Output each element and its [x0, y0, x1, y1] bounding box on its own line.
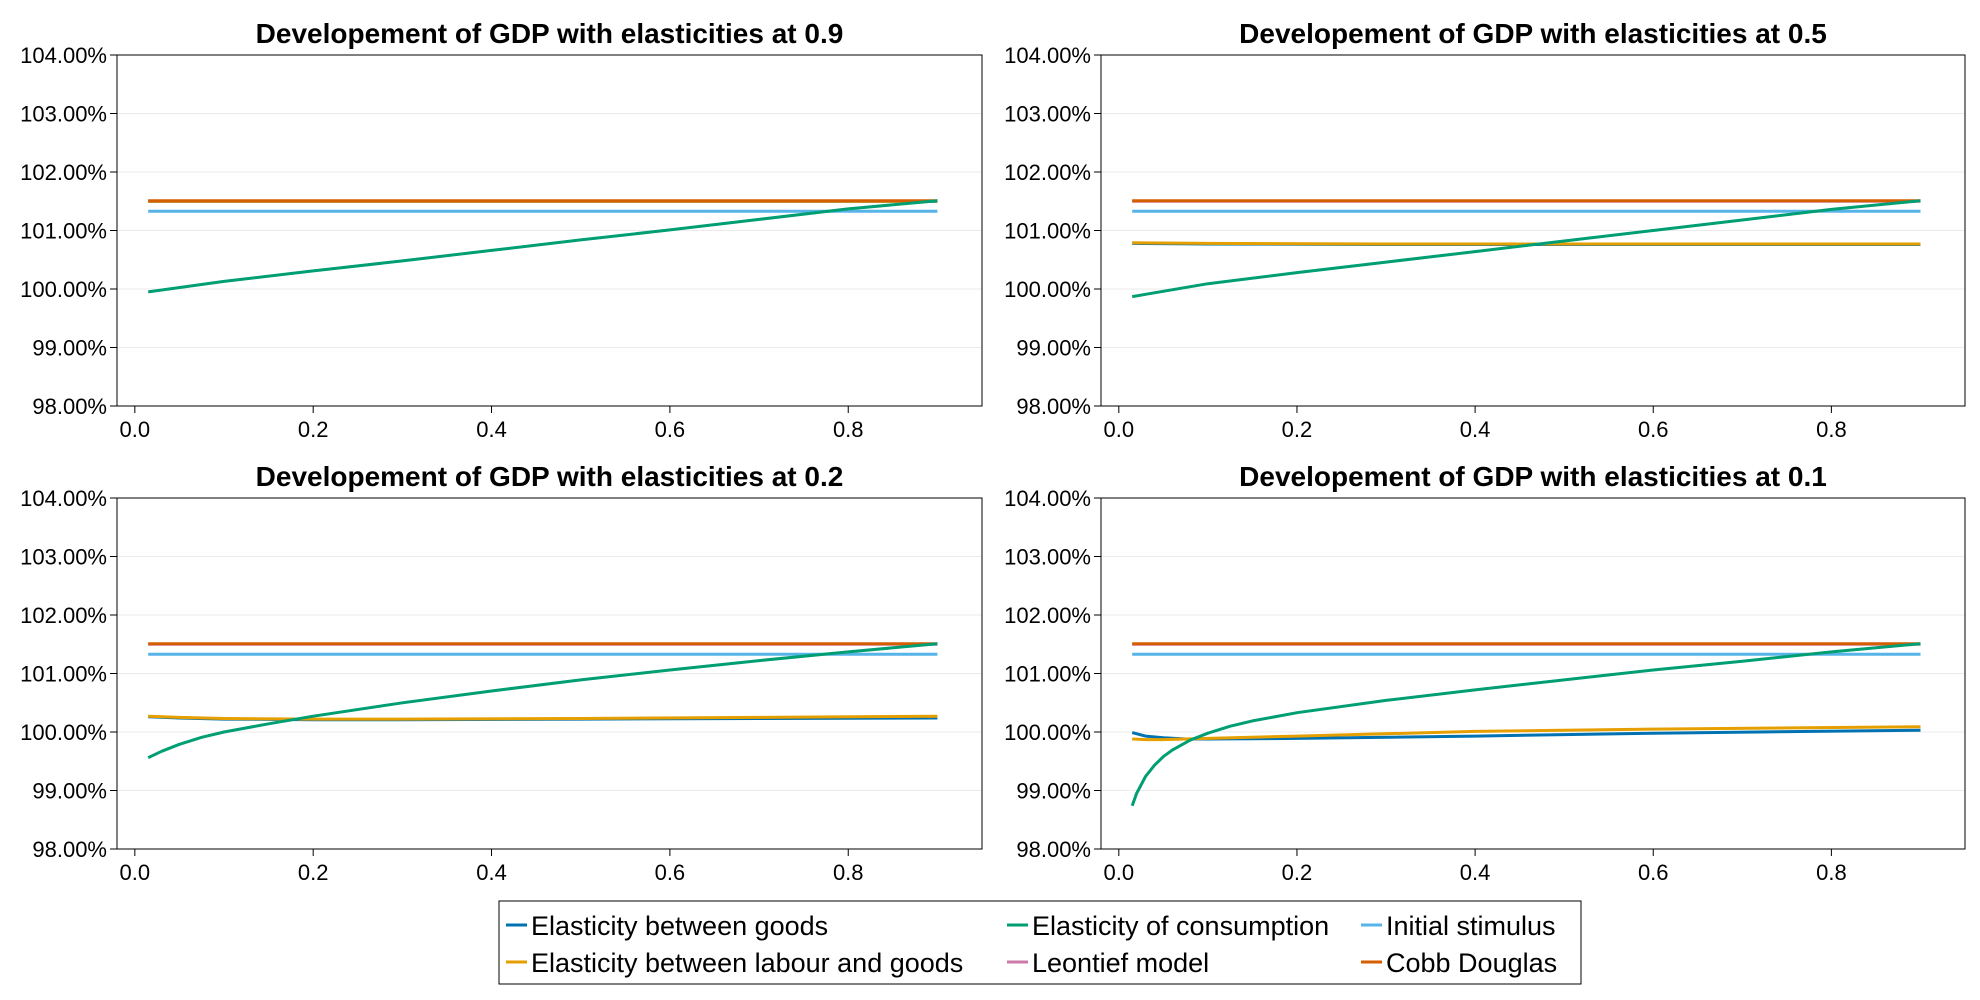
y-tick-label: 99.00% [1016, 779, 1091, 804]
plot-frame [1100, 497, 1966, 850]
plot-frame [1100, 54, 1966, 407]
x-tick-label: 0.2 [1282, 860, 1313, 885]
y-tick-label: 104.00% [20, 43, 107, 68]
series-line-elasticity-between-labour-and-goods [148, 714, 938, 721]
y-tick-label: 102.00% [20, 160, 107, 185]
series-line-elasticity-of-consumption [147, 199, 938, 294]
chart-title: Developement of GDP with elasticities at… [1239, 461, 1827, 492]
y-tick-label: 100.00% [20, 720, 107, 745]
x-tick-label: 0.2 [298, 860, 329, 885]
series-line-elasticity-between-labour-and-goods [1132, 725, 1921, 742]
y-tick-label: 99.00% [32, 336, 107, 361]
x-tick-label: 0.4 [1460, 417, 1491, 442]
x-tick-label: 0.8 [1816, 860, 1847, 885]
y-tick-label: 99.00% [32, 779, 107, 804]
y-tick-label: 98.00% [1016, 837, 1091, 862]
y-tick-label: 101.00% [20, 662, 107, 687]
y-tick-label: 98.00% [32, 394, 107, 419]
legend-label: Elasticity of consumption [1032, 911, 1329, 941]
y-tick-label: 98.00% [32, 837, 107, 862]
x-tick-label: 0.0 [1104, 417, 1135, 442]
chart-panel: Developement of GDP with elasticities at… [20, 18, 983, 442]
x-tick-label: 0.0 [120, 860, 151, 885]
chart-panel: Developement of GDP with elasticities at… [1004, 18, 1966, 442]
plot-frame [116, 497, 983, 850]
x-tick-label: 0.4 [476, 417, 507, 442]
series-line-elasticity-of-consumption [1131, 199, 1921, 299]
series-line-elasticity-of-consumption [1130, 642, 1921, 807]
legend-label: Leontief model [1032, 948, 1209, 978]
y-tick-label: 101.00% [1004, 219, 1091, 244]
x-tick-label: 0.6 [655, 860, 686, 885]
x-tick-label: 0.6 [1638, 417, 1669, 442]
y-tick-label: 101.00% [20, 219, 107, 244]
x-tick-label: 0.6 [1638, 860, 1669, 885]
x-tick-label: 0.4 [1460, 860, 1491, 885]
y-tick-label: 98.00% [1016, 394, 1091, 419]
y-tick-label: 103.00% [1004, 102, 1091, 127]
x-tick-label: 0.8 [833, 417, 864, 442]
chart-panel: Developement of GDP with elasticities at… [1004, 461, 1966, 885]
y-tick-label: 99.00% [1016, 336, 1091, 361]
x-tick-label: 0.2 [1282, 417, 1313, 442]
y-tick-label: 100.00% [1004, 277, 1091, 302]
x-tick-label: 0.0 [1104, 860, 1135, 885]
series-line-elasticity-between-labour-and-goods [1132, 241, 1921, 246]
chart-title: Developement of GDP with elasticities at… [1239, 18, 1827, 49]
x-tick-label: 0.0 [120, 417, 151, 442]
y-tick-label: 101.00% [1004, 662, 1091, 687]
y-tick-label: 102.00% [1004, 603, 1091, 628]
legend-label: Initial stimulus [1386, 911, 1556, 941]
plot-frame [116, 54, 983, 407]
x-tick-label: 0.8 [1816, 417, 1847, 442]
chart-title: Developement of GDP with elasticities at… [256, 18, 844, 49]
legend-label: Elasticity between goods [531, 911, 828, 941]
y-tick-label: 104.00% [1004, 43, 1091, 68]
legend-box [498, 900, 1582, 985]
x-tick-label: 0.4 [476, 860, 507, 885]
y-tick-label: 100.00% [1004, 720, 1091, 745]
chart-panel: Developement of GDP with elasticities at… [20, 461, 983, 885]
legend-label: Cobb Douglas [1386, 948, 1557, 978]
x-tick-label: 0.6 [655, 417, 686, 442]
y-tick-label: 103.00% [1004, 545, 1091, 570]
series-line-elasticity-of-consumption [147, 642, 938, 760]
x-tick-label: 0.2 [298, 417, 329, 442]
x-tick-label: 0.8 [833, 860, 864, 885]
y-tick-label: 103.00% [20, 545, 107, 570]
y-tick-label: 103.00% [20, 102, 107, 127]
y-tick-label: 104.00% [1004, 486, 1091, 511]
y-tick-label: 102.00% [1004, 160, 1091, 185]
chart-title: Developement of GDP with elasticities at… [256, 461, 844, 492]
legend: Elasticity between goods Elasticity of co… [498, 900, 1582, 985]
legend-label: Elasticity between labour and goods [531, 948, 963, 978]
y-tick-label: 104.00% [20, 486, 107, 511]
y-tick-label: 102.00% [20, 603, 107, 628]
y-tick-label: 100.00% [20, 277, 107, 302]
